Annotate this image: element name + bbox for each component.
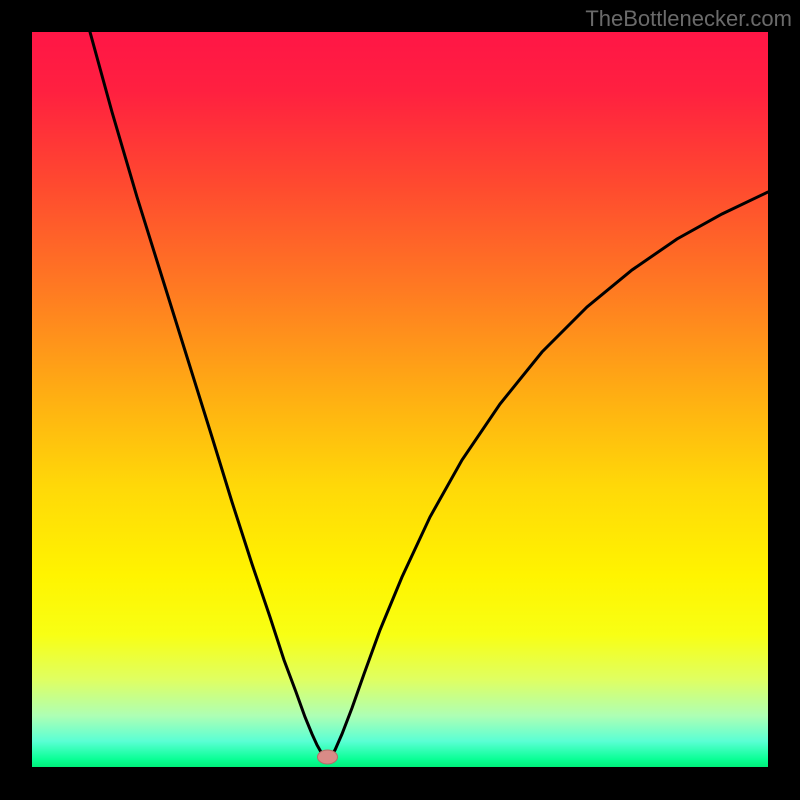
watermark-text: TheBottlenecker.com bbox=[585, 6, 792, 32]
minimum-marker bbox=[318, 750, 338, 764]
bottleneck-chart bbox=[32, 32, 768, 767]
bottleneck-curve bbox=[32, 32, 768, 767]
